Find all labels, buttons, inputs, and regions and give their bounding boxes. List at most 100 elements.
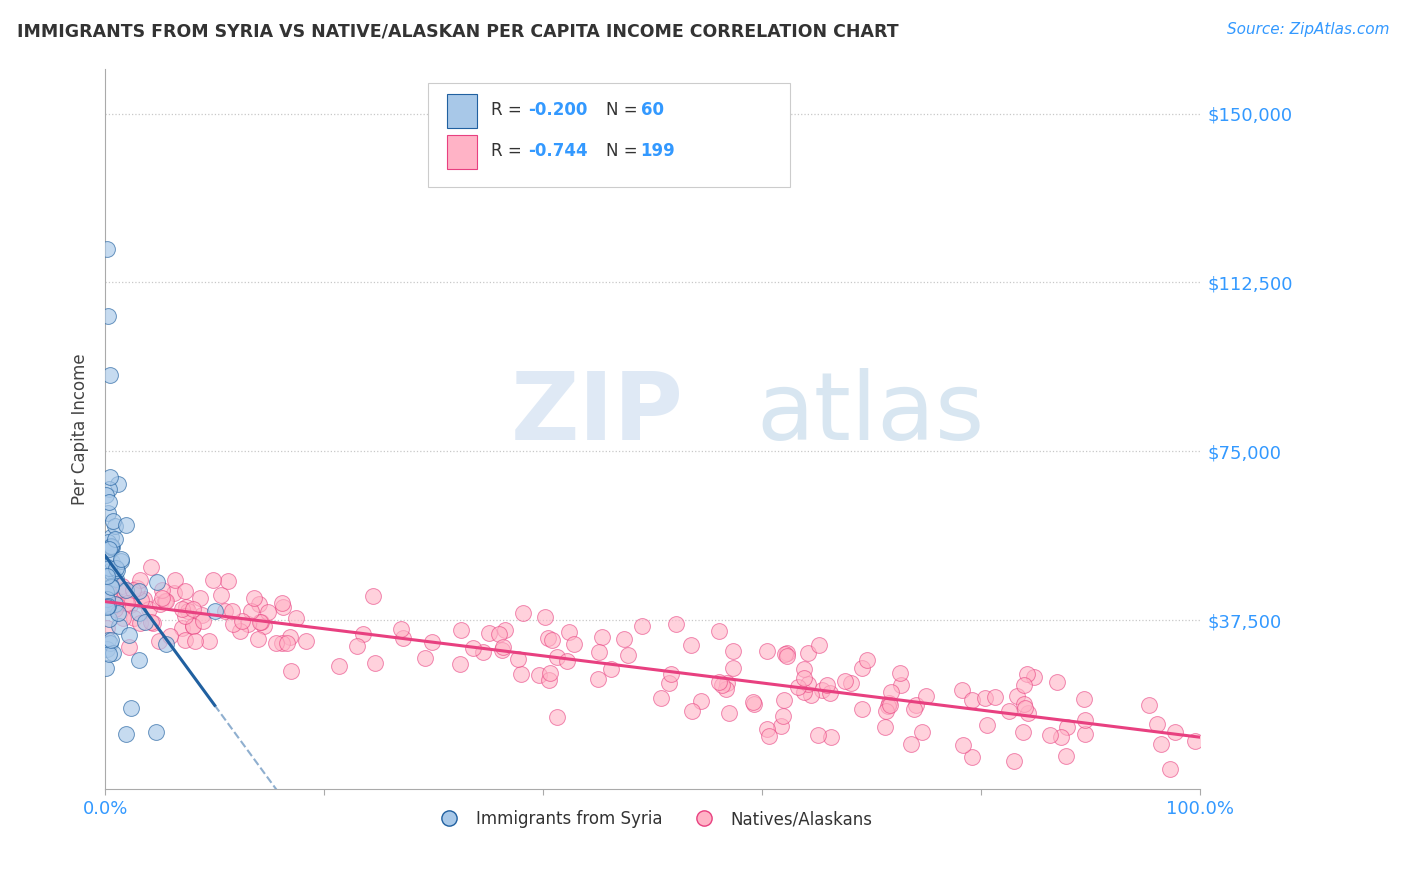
Point [118,640,141,655]
Point [681,638,703,652]
Point [96,242,118,256]
Point [793,662,815,676]
Bar [447,135,478,169]
Point [240,604,263,618]
Point [1015,666,1038,681]
Point [184,633,207,648]
Point [174,609,197,624]
Point [145,575,167,590]
Point [997,704,1019,718]
Point [851,702,873,716]
Point [478,625,501,640]
Point [494,624,516,638]
Point [361,589,384,603]
Point [506,652,529,666]
Point [105,592,128,607]
Point [101,540,124,554]
Point [420,635,443,649]
Point [115,583,138,598]
Text: -0.200: -0.200 [527,102,588,120]
Point [115,518,138,533]
Point [1054,749,1077,764]
Point [128,606,150,620]
Point [772,693,794,707]
Point [148,634,170,648]
Text: IMMIGRANTS FROM SYRIA VS NATIVE/ALASKAN PER CAPITA INCOME CORRELATION CHART: IMMIGRANTS FROM SYRIA VS NATIVE/ALASKAN … [17,22,898,40]
Point [820,730,842,744]
Point [110,554,132,568]
Point [851,660,873,674]
Point [776,646,799,660]
Point [800,689,823,703]
Point [591,630,613,644]
Point [105,563,128,577]
Point [889,666,911,681]
Point [562,637,585,651]
Point [110,552,132,566]
Point [120,598,142,612]
Point [658,675,681,690]
Point [742,697,765,711]
Point [276,636,298,650]
Point [170,621,193,635]
Point [900,737,922,751]
Point [122,582,145,597]
Point [555,654,578,668]
Point [132,592,155,607]
Point [346,639,368,653]
Point [111,579,134,593]
Point [461,640,484,655]
Legend: Immigrants from Syria, Natives/Alaskans: Immigrants from Syria, Natives/Alaskans [426,804,879,835]
Point [96,591,118,606]
Point [231,614,253,628]
Point [145,724,167,739]
Text: R =: R = [491,143,527,161]
Point [631,619,654,633]
Text: N =: N = [606,102,643,120]
Point [202,573,225,587]
Point [796,646,818,660]
Text: N =: N = [606,143,643,161]
Point [221,604,243,618]
Point [100,530,122,544]
Point [188,591,211,605]
Point [960,750,983,764]
Point [491,642,513,657]
Point [952,738,974,752]
Point [174,600,197,615]
Text: Source: ZipAtlas.com: Source: ZipAtlas.com [1226,22,1389,37]
Point [716,675,738,690]
Point [270,596,292,610]
Point [807,638,830,652]
Point [280,631,302,645]
Point [903,702,925,716]
Point [650,690,672,705]
Point [101,566,124,581]
Point [1017,706,1039,721]
Point [96,661,118,675]
Point [159,629,181,643]
Point [538,666,561,681]
Point [100,540,122,554]
Point [512,606,534,620]
Point [96,535,118,549]
Point [413,651,436,665]
Point [271,636,294,650]
Point [1184,734,1206,748]
Point [1014,697,1036,711]
Point [1137,698,1160,712]
Point [96,641,118,656]
Point [904,698,927,713]
Point [588,672,610,686]
Point [97,599,120,614]
Point [97,585,120,599]
Point [111,583,134,598]
Point [772,709,794,723]
Point [105,598,128,612]
Point [128,615,150,630]
Point [665,616,688,631]
Point [617,648,640,663]
Point [97,561,120,575]
Point [198,633,221,648]
Point [149,597,172,611]
